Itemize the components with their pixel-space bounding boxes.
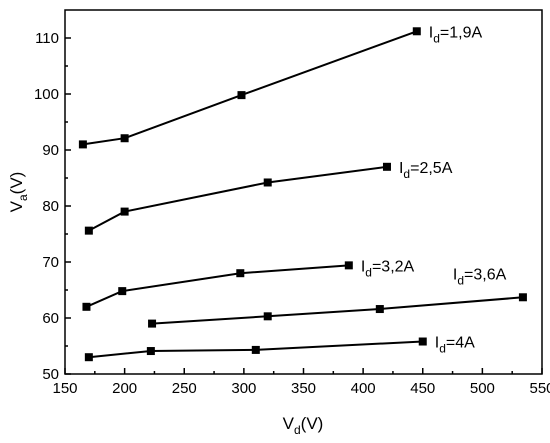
data-point xyxy=(84,353,93,362)
series-4 xyxy=(148,293,527,328)
x-axis-label-unit: (V) xyxy=(301,414,324,433)
data-point xyxy=(120,134,129,143)
data-point xyxy=(120,207,129,216)
data-point xyxy=(78,140,87,149)
series-label-sub: d xyxy=(433,31,440,45)
series-label: Id=1,9A xyxy=(429,24,483,45)
data-point xyxy=(263,312,272,321)
y-tick-label: 110 xyxy=(35,30,59,47)
series-label-main: I xyxy=(429,24,433,41)
series-1 xyxy=(78,27,421,149)
x-tick-label: 300 xyxy=(231,380,256,397)
series-label-main: I xyxy=(435,335,439,352)
data-point xyxy=(382,162,391,171)
series-label-value: =4A xyxy=(446,335,475,352)
series-3 xyxy=(82,261,353,311)
data-point xyxy=(148,319,157,328)
data-point xyxy=(263,178,272,187)
series-label-value: =3,2A xyxy=(372,258,415,275)
x-tick-label: 450 xyxy=(410,380,435,397)
series-line xyxy=(152,296,523,325)
series-label: Id=4A xyxy=(435,335,475,356)
series-label-value: =2,5A xyxy=(410,160,453,177)
series-label-main: I xyxy=(453,266,457,283)
y-tick-label: 60 xyxy=(42,310,59,327)
axis-ticks xyxy=(64,37,543,375)
series-label: Id=2,5A xyxy=(399,160,453,181)
series-line xyxy=(88,340,423,359)
x-axis-label: Vd(V) xyxy=(283,414,324,437)
series-label-sub: d xyxy=(439,342,446,356)
data-point xyxy=(518,293,527,302)
series-line xyxy=(82,30,418,146)
series-label-value: =3,6A xyxy=(464,266,507,283)
data-point xyxy=(84,226,93,235)
x-tick-label: 200 xyxy=(112,380,137,397)
data-point xyxy=(236,269,245,278)
x-tick-label: 550 xyxy=(529,380,550,397)
y-tick-label: 70 xyxy=(42,254,59,271)
x-tick-label: 250 xyxy=(172,380,197,397)
x-axis-label-sub: d xyxy=(294,423,301,437)
series-label-sub: d xyxy=(403,167,410,181)
series-line xyxy=(88,165,388,232)
data-point xyxy=(146,347,155,356)
series-layer xyxy=(78,27,527,362)
axis-tick-labels: 150 200 250 300 350 400 450 500 550 50 60 70 80 90 100… xyxy=(34,30,550,397)
y-axis-label-main: V xyxy=(7,200,26,212)
series-label-value: =1,9A xyxy=(440,24,483,41)
x-axis-label-main: V xyxy=(283,414,295,433)
y-tick-label: 100 xyxy=(34,86,59,103)
x-tick-label: 150 xyxy=(52,380,77,397)
series-label-sub: d xyxy=(365,265,372,279)
x-tick-label: 500 xyxy=(470,380,495,397)
plot-frame xyxy=(64,9,543,375)
y-tick-label: 80 xyxy=(42,198,59,215)
series-2 xyxy=(84,162,391,235)
x-tick-label: 400 xyxy=(351,380,376,397)
data-point xyxy=(82,302,91,311)
data-point xyxy=(237,91,246,100)
y-axis-label: Va(V) xyxy=(7,172,30,213)
y-axis-label-unit: (V) xyxy=(7,172,26,195)
series-5 xyxy=(84,337,427,362)
y-tick-label: 50 xyxy=(42,366,59,383)
series-label: Id=3,2A xyxy=(361,258,415,279)
y-tick-label: 90 xyxy=(42,142,59,159)
data-point xyxy=(344,261,353,270)
data-point xyxy=(412,27,421,36)
series-label-sub: d xyxy=(457,273,464,287)
data-point xyxy=(251,345,260,354)
series-label: Id=3,6A xyxy=(453,266,507,287)
x-tick-label: 350 xyxy=(291,380,316,397)
y-axis-label-sub: a xyxy=(16,194,30,201)
series-label-main: I xyxy=(361,258,365,275)
series-line xyxy=(86,264,349,308)
data-point xyxy=(118,287,127,296)
data-point xyxy=(418,337,427,346)
series-label-main: I xyxy=(399,160,403,177)
data-point xyxy=(375,305,384,314)
